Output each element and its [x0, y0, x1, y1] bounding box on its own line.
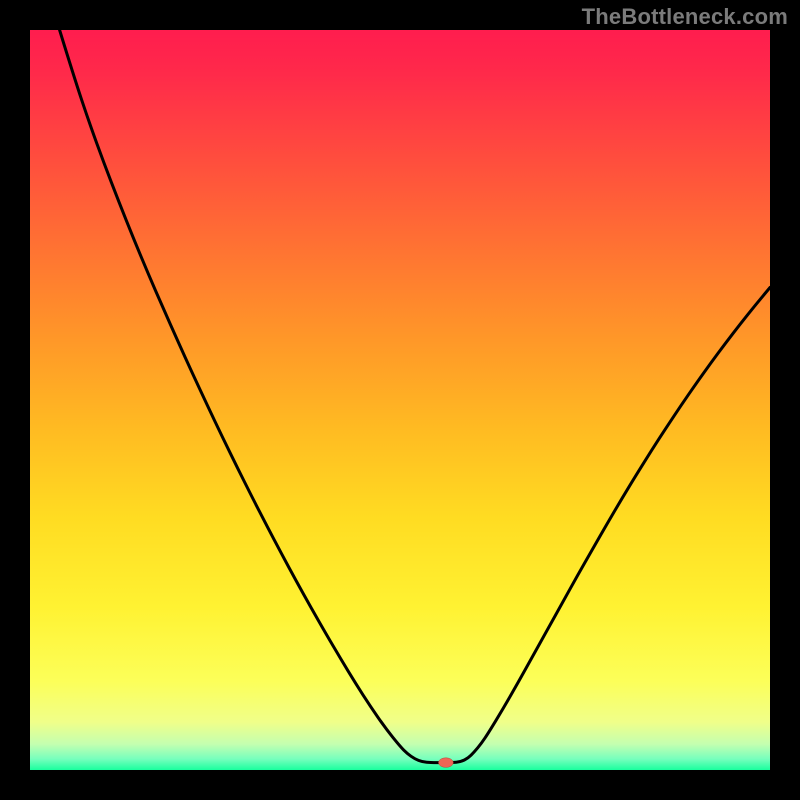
optimum-marker: [438, 758, 453, 768]
plot-area: [30, 30, 770, 770]
chart-container: TheBottleneck.com: [0, 0, 800, 800]
watermark-text: TheBottleneck.com: [582, 4, 788, 30]
chart-svg: [30, 30, 770, 770]
chart-background: [30, 30, 770, 770]
